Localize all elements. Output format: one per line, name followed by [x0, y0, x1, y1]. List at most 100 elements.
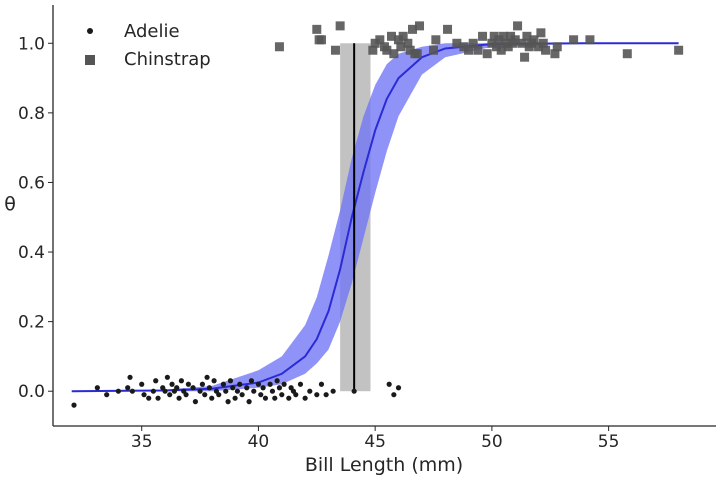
adelie-point [220, 381, 227, 387]
chinstrap-point [536, 28, 546, 38]
adelie-point [199, 381, 206, 387]
y-tick-label: 1.0 [18, 34, 45, 54]
chinstrap-point [506, 31, 516, 41]
chinstrap-point [452, 38, 462, 48]
adelie-point [155, 395, 161, 401]
adelie-point [386, 381, 392, 387]
adelie-point [150, 388, 156, 394]
adelie-point [307, 388, 313, 394]
adelie-point [251, 388, 257, 394]
adelie-point [227, 378, 234, 384]
chinstrap-point [368, 45, 378, 55]
chinstrap-point [522, 31, 532, 41]
chinstrap-point [487, 38, 497, 48]
chinstrap-point [482, 49, 492, 59]
chinstrap-point [335, 21, 345, 31]
chinstrap-point [468, 38, 478, 48]
adelie-point [246, 399, 252, 405]
legend: Adelie Chinstrap [85, 21, 211, 70]
adelie-point [192, 399, 199, 405]
adelie-point [286, 395, 292, 401]
adelie-point [164, 374, 170, 380]
legend-adelie-marker [87, 28, 93, 34]
chinstrap-point [585, 35, 595, 45]
y-tick-label: 0.8 [18, 104, 45, 124]
legend-chinstrap-label: Chinstrap [124, 49, 211, 70]
chinstrap-point [312, 24, 322, 34]
axes [52, 5, 716, 427]
adelie-point [269, 388, 276, 394]
adelie-point [279, 392, 285, 398]
adelie-point [237, 381, 243, 387]
adelie-point [178, 378, 184, 384]
chinstrap-point [389, 49, 399, 59]
x-tick-label: 55 [598, 432, 620, 452]
adelie-point [225, 399, 231, 405]
chinstrap-point [408, 24, 418, 34]
adelie-point [129, 388, 135, 394]
adelie-point [115, 388, 121, 394]
chinstrap-point [492, 42, 502, 52]
chinstrap-point [569, 35, 579, 45]
adelie-point [146, 395, 152, 401]
adelie-point [104, 392, 110, 398]
adelie-point [234, 388, 241, 394]
adelie-point [260, 385, 266, 391]
chinstrap-point [396, 42, 406, 52]
adelie-point [197, 388, 203, 394]
adelie-point [190, 385, 196, 391]
adelie-point [216, 392, 222, 398]
x-ticks: 35 40 45 50 55 [131, 426, 620, 452]
chinstrap-point [330, 45, 340, 55]
chinstrap-point [415, 21, 425, 31]
adelie-point [141, 392, 147, 398]
chinstrap-point [510, 35, 520, 45]
adelie-point [153, 378, 159, 384]
x-tick-label: 40 [248, 432, 270, 452]
adelie-point [281, 381, 287, 387]
x-tick-label: 50 [481, 432, 503, 452]
adelie-point [262, 395, 269, 401]
chinstrap-point [534, 42, 544, 52]
chinstrap-point [387, 31, 397, 41]
y-tick-label: 0.4 [18, 243, 45, 263]
adelie-point [94, 385, 100, 391]
adelie-point [167, 392, 173, 398]
chinstrap-point [538, 38, 548, 48]
y-axis-label: θ [4, 193, 16, 215]
adelie-point [244, 385, 250, 391]
adelie-point [206, 385, 213, 391]
chinstrap-point [494, 35, 504, 45]
chinstrap-point [412, 49, 422, 59]
chinstrap-point [541, 45, 551, 55]
chinstrap-point [370, 38, 380, 48]
chinstrap-point [405, 45, 415, 55]
chinstrap-point [443, 24, 453, 34]
chinstrap-point [503, 42, 513, 52]
y-ticks: 0.0 0.2 0.4 0.6 0.8 1.0 [18, 34, 53, 402]
chinstrap-point [517, 38, 527, 48]
chinstrap-point [496, 45, 506, 55]
adelie-point [267, 381, 273, 387]
chinstrap-point [552, 42, 562, 52]
adelie-point [351, 388, 357, 394]
adelie-point [391, 392, 397, 398]
y-tick-label: 0.2 [18, 313, 45, 333]
adelie-point [239, 392, 245, 398]
chinstrap-point [513, 21, 523, 31]
adelie-point [395, 385, 402, 391]
adelie-point [323, 392, 329, 398]
chinstrap-point [459, 42, 469, 52]
chinstrap-point [394, 35, 404, 45]
chinstrap-point [473, 45, 483, 55]
adelie-point [185, 381, 192, 387]
adelie-point [314, 392, 320, 398]
chinstrap-point [316, 35, 326, 45]
y-tick-label: 0.6 [18, 173, 45, 193]
adelie-point [127, 374, 133, 380]
adelie-point [258, 392, 264, 398]
chinstrap-point [274, 42, 284, 52]
adelie-point [293, 392, 299, 398]
chinstrap-point [478, 31, 488, 41]
